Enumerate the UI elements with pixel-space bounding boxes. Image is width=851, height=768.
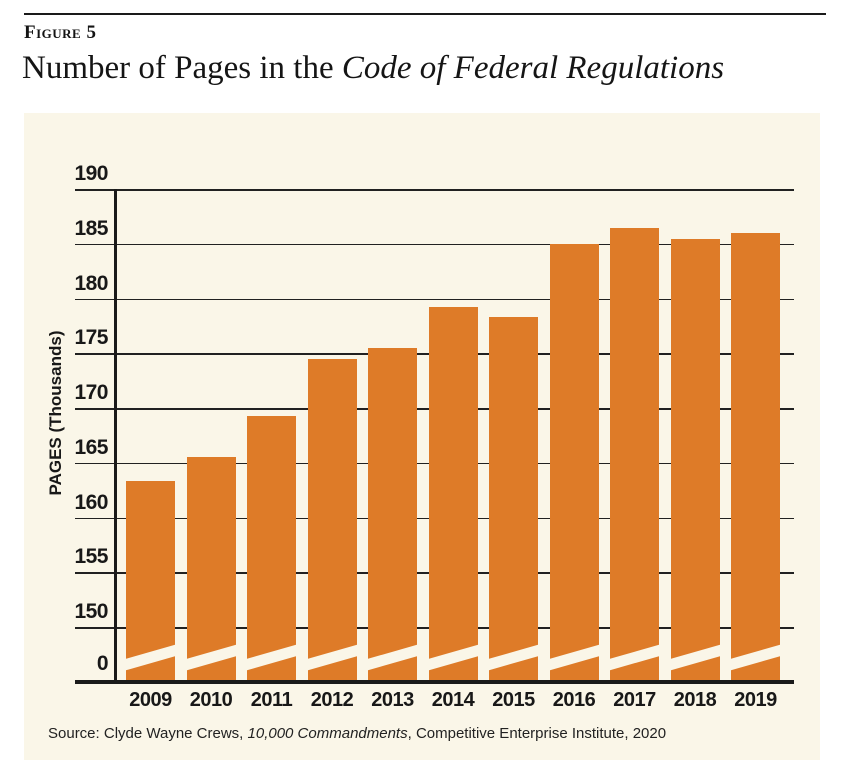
y-tick-label-180: 180 xyxy=(74,271,108,295)
y-tick-label-175: 175 xyxy=(74,326,108,350)
x-tick-label-2011: 2011 xyxy=(250,689,293,711)
axis-break-slash xyxy=(428,643,478,672)
figure-number-label: Figure 5 xyxy=(24,22,97,43)
bar-2013 xyxy=(368,347,417,683)
x-tick-label-2018: 2018 xyxy=(673,689,717,711)
gridline-180 xyxy=(75,298,794,301)
figure-title: Number of Pages in the Code of Federal R… xyxy=(22,48,724,88)
y-tick-label-150: 150 xyxy=(74,600,108,623)
y-tick-label-160: 160 xyxy=(74,490,108,514)
axis-break-slash xyxy=(489,643,538,672)
axis-break-slash xyxy=(247,643,296,672)
axis-break-slash xyxy=(549,643,599,672)
source-work-title: 10,000 Commandments xyxy=(247,725,408,742)
x-tick-label-2009: 2009 xyxy=(129,689,172,711)
axis-break-slash xyxy=(186,643,236,672)
axis-break-slash xyxy=(307,643,357,672)
y-axis-line xyxy=(114,189,117,683)
bar-2018 xyxy=(670,239,720,683)
y-tick-label-185: 185 xyxy=(74,216,108,240)
axis-break-slash xyxy=(670,643,720,672)
x-tick-label-2012: 2012 xyxy=(310,689,354,711)
gridline-190 xyxy=(75,189,794,191)
figure-title-plain: Number of Pages in the xyxy=(22,50,342,86)
x-tick-label-2016: 2016 xyxy=(552,689,596,711)
x-tick-label-2015: 2015 xyxy=(492,689,535,711)
bar-2010 xyxy=(186,457,236,683)
chart-panel: 190 185 180 175 170 165 160 155 150 0 2009 2010 2011… xyxy=(24,113,820,760)
bar-2016 xyxy=(549,243,599,683)
y-tick-label-155: 155 xyxy=(74,545,108,569)
axis-break-slash xyxy=(126,643,175,672)
bar-2017 xyxy=(610,228,659,683)
x-tick-label-2010: 2010 xyxy=(189,689,233,711)
source-suffix: , Competitive Enterprise Institute, 2020 xyxy=(407,725,667,742)
bar-2015 xyxy=(489,317,538,683)
bar-2019 xyxy=(731,232,780,683)
figure-title-italic: Code of Federal Regulations xyxy=(341,50,725,86)
y-tick-label-165: 165 xyxy=(74,435,108,459)
bar-2009 xyxy=(126,481,175,683)
x-axis-line xyxy=(75,680,794,684)
top-rule-divider xyxy=(24,13,826,15)
y-tick-label-0: 0 xyxy=(96,652,109,675)
source-prefix: Source: Clyde Wayne Crews, xyxy=(48,725,248,742)
axis-break-slash xyxy=(731,643,780,672)
x-tick-label-2017: 2017 xyxy=(613,689,656,711)
x-tick-label-2019: 2019 xyxy=(734,689,777,711)
x-tick-label-2013: 2013 xyxy=(371,689,414,711)
y-tick-label-190: 190 xyxy=(74,162,108,185)
bar-2012 xyxy=(307,358,357,683)
axis-break-slash xyxy=(610,643,659,672)
gridline-185 xyxy=(75,243,794,246)
source-citation: Source: Clyde Wayne Crews, 10,000 Comman… xyxy=(48,725,666,742)
y-axis-title: PAGES (Thousands) xyxy=(46,330,65,496)
axis-break-slash xyxy=(368,643,417,672)
y-tick-label-170: 170 xyxy=(74,381,108,404)
bar-2014 xyxy=(428,307,478,683)
bar-2011 xyxy=(247,415,296,683)
x-tick-label-2014: 2014 xyxy=(431,689,475,711)
